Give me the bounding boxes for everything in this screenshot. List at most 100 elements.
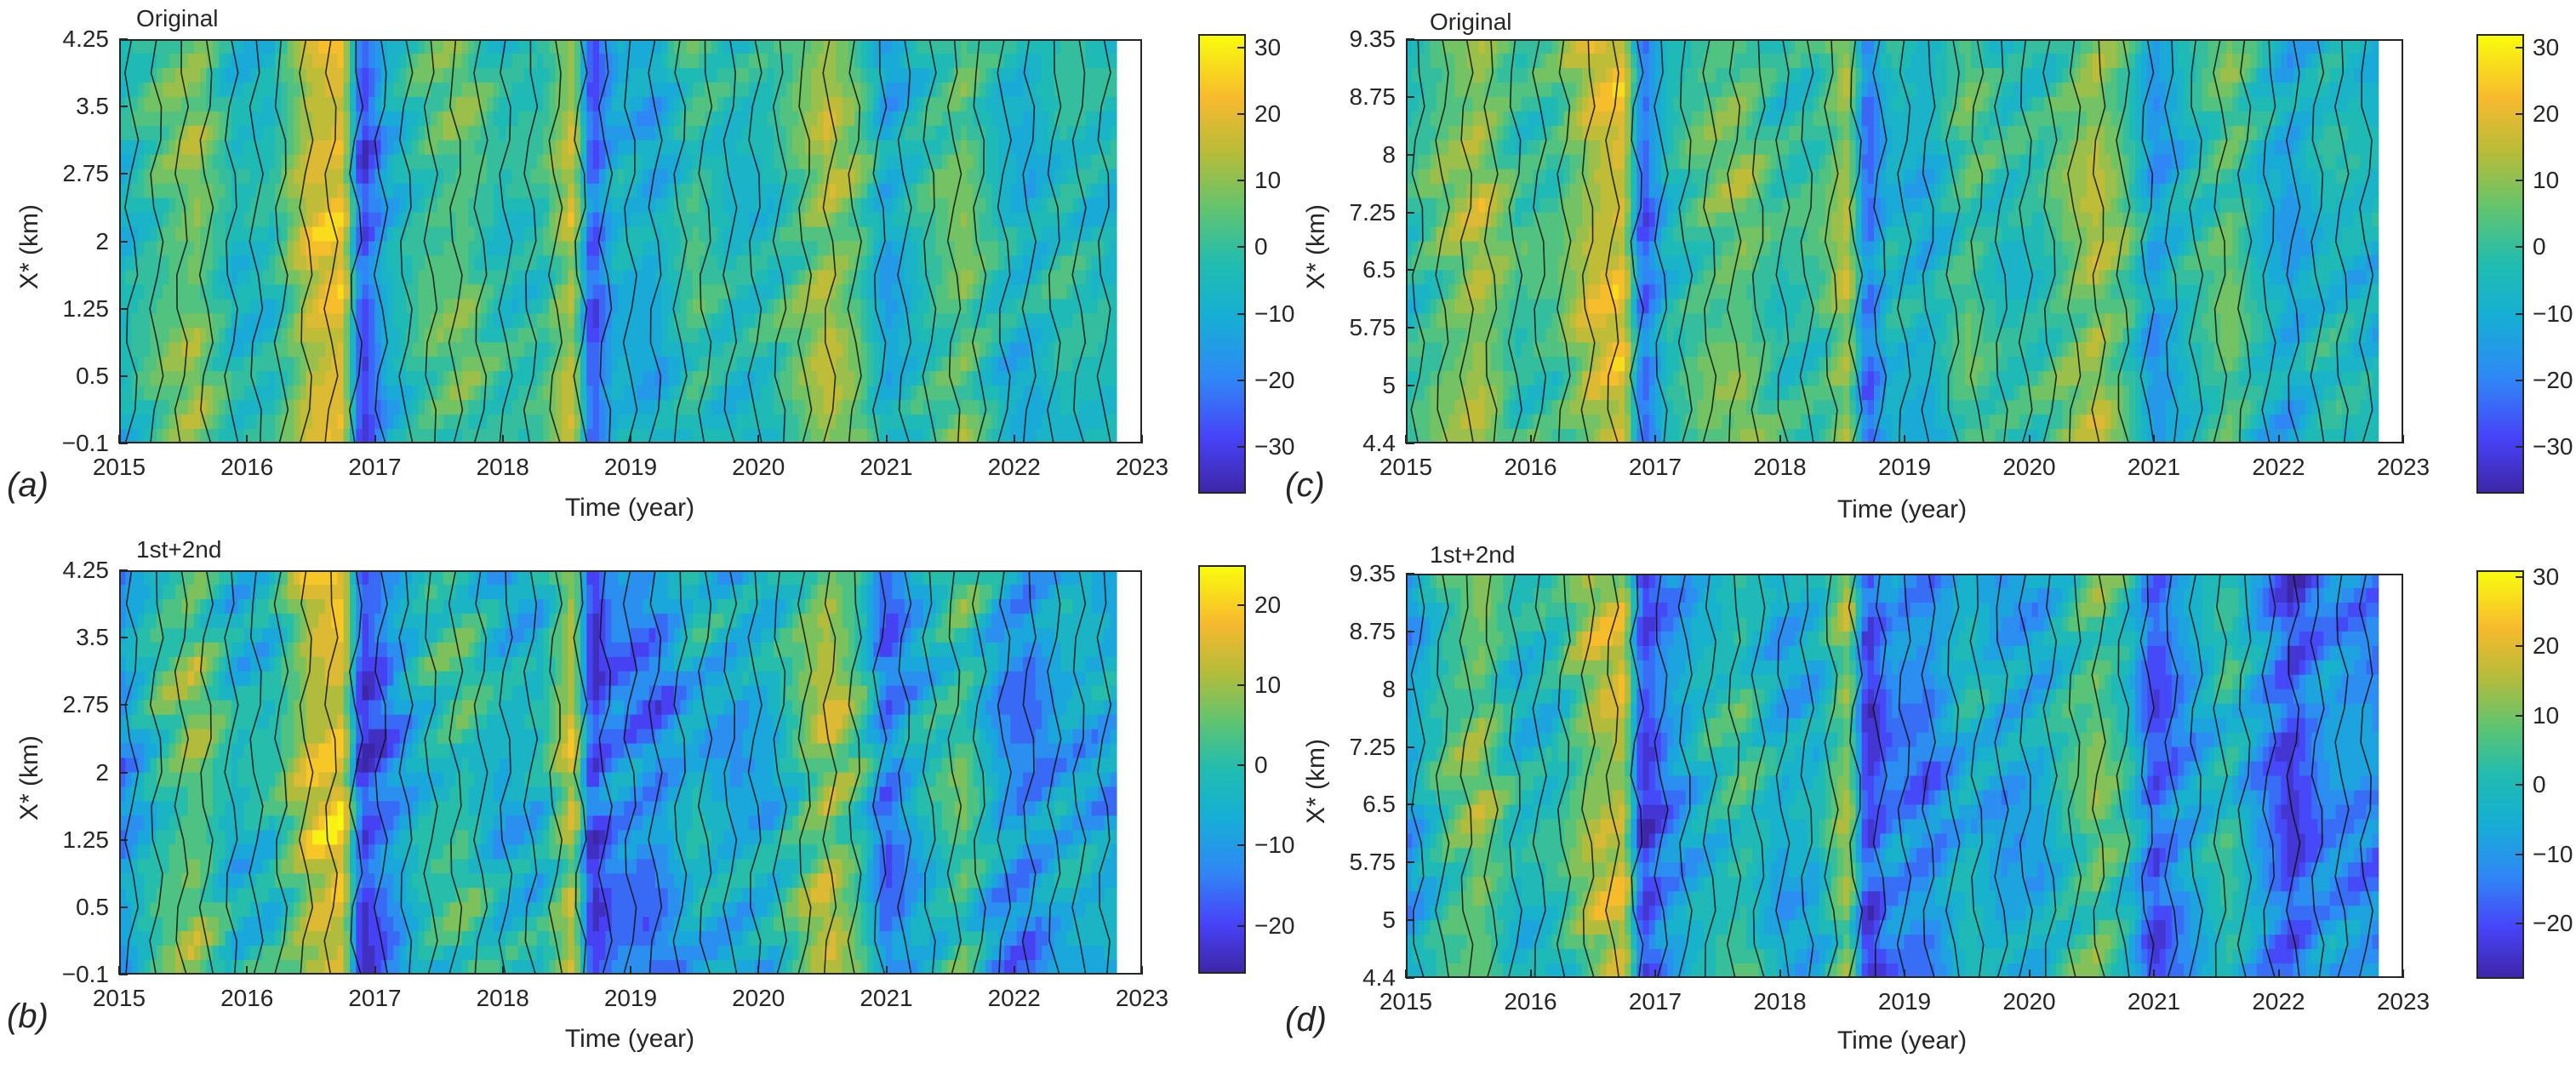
contour-cell [1035,270,1042,285]
contour-cell [256,313,264,329]
contour-cell [1016,226,1024,243]
contour-cell [1023,342,1030,357]
contour-cell [524,255,532,272]
contour-cell [362,357,369,372]
contour-cell [1097,313,1105,329]
contour-cell [119,902,126,918]
contour-cell [268,226,276,243]
contour-cell [1072,67,1080,83]
contour-cell [911,241,918,257]
contour-cell [624,313,631,329]
contour-cell [374,342,382,357]
contour-cell [125,371,133,386]
contour-cell [193,67,201,83]
contour-cell [648,328,656,343]
contour-cell [954,197,962,214]
contour-cell [574,429,581,443]
contour-cell [455,299,463,314]
contour-cell [636,284,643,300]
contour-cell [804,328,812,343]
contour-cell [275,96,283,112]
contour-cell [935,125,943,141]
contour-cell [225,255,232,272]
contour-cell [163,685,170,701]
contour-cell [904,212,911,228]
contour-cell [568,96,575,112]
contour-cell [1097,299,1105,314]
contour-cell [866,96,874,112]
contour-cell [200,67,208,83]
contour-cell [206,584,214,600]
contour-cell [187,400,195,415]
contour-cell [898,328,905,343]
contour-cell [1035,255,1042,272]
contour-cell [1085,313,1093,329]
contour-line [547,39,563,443]
contour-cell [892,82,900,98]
contour-cell [474,270,482,285]
contour-cell [156,714,163,730]
contour-cell [137,729,145,745]
contour-cell [181,946,189,961]
contour-cell [225,371,232,386]
contour-cell [461,197,469,214]
contour-cell [536,270,544,285]
contour-cell [125,255,133,272]
contour-cell [156,598,163,615]
contour-cell [804,183,812,199]
contour-cell [1048,197,1055,214]
contour-cell [300,429,307,443]
contour-cell [804,342,812,357]
contour-cell [487,342,494,357]
contour-cell [350,313,357,329]
contour-cell [449,82,457,98]
contour-cell [324,67,332,83]
contour-cell [817,386,825,401]
contour-cell [1097,212,1105,228]
contour-cell [599,67,606,83]
contour-cell [1004,82,1012,98]
contour-cell [399,299,407,314]
contour-cell [262,67,270,83]
contour-cell [287,313,294,329]
contour-cell [386,226,394,243]
contour-cell [418,111,426,127]
contour-cell [206,671,214,687]
contour-cell [1054,313,1061,329]
contour-cell [1066,140,1074,156]
contour-cell [536,197,544,214]
contour-cell [437,226,444,243]
contour-cell [686,154,694,170]
contour-cell [350,154,357,170]
contour-cell [879,284,887,300]
contour-cell [811,386,818,401]
contour-cell [1097,357,1105,372]
contour-cell [960,255,968,272]
contour-cell [1042,169,1048,185]
contour-cell [574,183,581,199]
contour-cell [767,183,774,199]
colorbar-tick-mark [1237,312,1246,315]
contour-cell [206,255,214,272]
contour-cell [1042,154,1048,170]
contour-cell [437,154,444,170]
contour-cell [137,598,145,615]
contour-cell [599,82,606,98]
contour-cell [424,299,431,314]
contour-cell [636,255,643,272]
contour-cell [461,342,469,357]
contour-cell [187,299,195,314]
contour-cell [935,111,943,127]
contour-cell [256,270,264,285]
contour-cell [200,786,208,803]
contour-cell [1048,169,1055,185]
contour-cell [1048,125,1055,141]
contour-cell [555,226,563,243]
contour-cell [1029,270,1037,285]
contour-cell [617,125,625,141]
contour-cell [755,197,763,214]
contour-cell [1035,67,1042,83]
contour-cell [898,197,905,214]
contour-cell [630,226,637,243]
contour-cell [431,197,438,214]
